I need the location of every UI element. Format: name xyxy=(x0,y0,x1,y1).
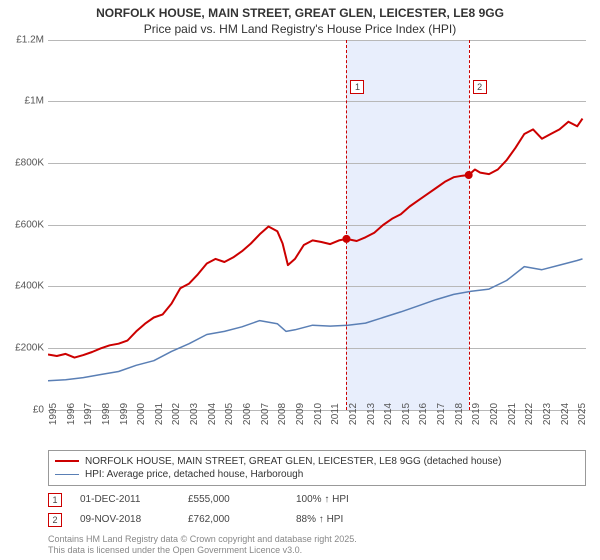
footer-line2: This data is licensed under the Open Gov… xyxy=(48,545,586,557)
sale-marker-dot xyxy=(465,171,473,179)
legend-label: HPI: Average price, detached house, Harb… xyxy=(85,469,303,480)
x-axis-label: 2015 xyxy=(401,402,412,424)
x-axis-label: 1996 xyxy=(66,402,77,424)
data-row-date: 09-NOV-2018 xyxy=(80,514,170,525)
x-axis-label: 2000 xyxy=(136,402,147,424)
x-axis-label: 2014 xyxy=(383,402,394,424)
legend-label: NORFOLK HOUSE, MAIN STREET, GREAT GLEN, … xyxy=(85,456,501,467)
series-line xyxy=(48,258,583,380)
chart-svg xyxy=(48,40,586,410)
x-axis-label: 2001 xyxy=(154,402,165,424)
x-axis-label: 2024 xyxy=(560,402,571,424)
x-axis-label: 2016 xyxy=(418,402,429,424)
x-axis-label: 2010 xyxy=(313,402,324,424)
data-row-marker: 1 xyxy=(48,493,62,507)
x-axis-label: 2004 xyxy=(207,402,218,424)
x-axis-labels: 1995199619971998199920002001200220032004… xyxy=(48,410,586,446)
data-row: 1 01-DEC-2011 £555,000 100% ↑ HPI xyxy=(48,490,586,510)
x-axis-label: 2012 xyxy=(348,402,359,424)
legend-swatch xyxy=(55,460,79,462)
x-axis-label: 2019 xyxy=(471,402,482,424)
x-axis-label: 2007 xyxy=(260,402,271,424)
y-axis-label: £0 xyxy=(33,404,48,415)
y-axis-label: £1.2M xyxy=(16,34,48,45)
x-axis-label: 2011 xyxy=(330,403,341,425)
x-axis-label: 2021 xyxy=(507,402,518,424)
chart-title-line1: NORFOLK HOUSE, MAIN STREET, GREAT GLEN, … xyxy=(0,0,600,22)
x-axis-label: 2008 xyxy=(277,402,288,424)
data-row-pct: 88% ↑ HPI xyxy=(296,514,386,525)
x-axis-label: 2006 xyxy=(242,402,253,424)
chart-plot-area: £0£200K£400K£600K£800K£1M£1.2M12 xyxy=(48,40,586,410)
y-axis-label: £800K xyxy=(15,157,48,168)
x-axis-label: 1999 xyxy=(119,402,130,424)
footer-line1: Contains HM Land Registry data © Crown c… xyxy=(48,534,586,546)
legend-row: NORFOLK HOUSE, MAIN STREET, GREAT GLEN, … xyxy=(55,455,579,468)
legend-row: HPI: Average price, detached house, Harb… xyxy=(55,468,579,481)
y-axis-label: £600K xyxy=(15,219,48,230)
data-row-price: £555,000 xyxy=(188,494,278,505)
x-axis-label: 2025 xyxy=(577,402,588,424)
legend: NORFOLK HOUSE, MAIN STREET, GREAT GLEN, … xyxy=(48,450,586,486)
legend-swatch xyxy=(55,474,79,475)
series-line xyxy=(48,118,583,357)
sale-marker-dot xyxy=(342,234,350,242)
x-axis-label: 1997 xyxy=(83,402,94,424)
x-axis-label: 2018 xyxy=(454,402,465,424)
x-axis-label: 2022 xyxy=(524,402,535,424)
x-axis-label: 2013 xyxy=(366,402,377,424)
x-axis-label: 1998 xyxy=(101,402,112,424)
data-table: 1 01-DEC-2011 £555,000 100% ↑ HPI 2 09-NOV-20… xyxy=(48,490,586,530)
x-axis-label: 2002 xyxy=(171,402,182,424)
data-row-pct: 100% ↑ HPI xyxy=(296,494,386,505)
data-row-marker: 2 xyxy=(48,513,62,527)
data-row-price: £762,000 xyxy=(188,514,278,525)
x-axis-label: 2009 xyxy=(295,402,306,424)
chart-container: NORFOLK HOUSE, MAIN STREET, GREAT GLEN, … xyxy=(0,0,600,560)
x-axis-label: 2023 xyxy=(542,402,553,424)
y-axis-label: £200K xyxy=(15,342,48,353)
x-axis-label: 1995 xyxy=(48,402,59,424)
x-axis-label: 2020 xyxy=(489,402,500,424)
x-axis-label: 2017 xyxy=(436,402,447,424)
x-axis-label: 2003 xyxy=(189,402,200,424)
x-axis-label: 2005 xyxy=(224,402,235,424)
chart-title-line2: Price paid vs. HM Land Registry's House … xyxy=(0,22,600,40)
y-axis-label: £1M xyxy=(25,96,48,107)
y-axis-label: £400K xyxy=(15,281,48,292)
data-row-date: 01-DEC-2011 xyxy=(80,494,170,505)
data-row: 2 09-NOV-2018 £762,000 88% ↑ HPI xyxy=(48,510,586,530)
footer-attribution: Contains HM Land Registry data © Crown c… xyxy=(48,534,586,557)
